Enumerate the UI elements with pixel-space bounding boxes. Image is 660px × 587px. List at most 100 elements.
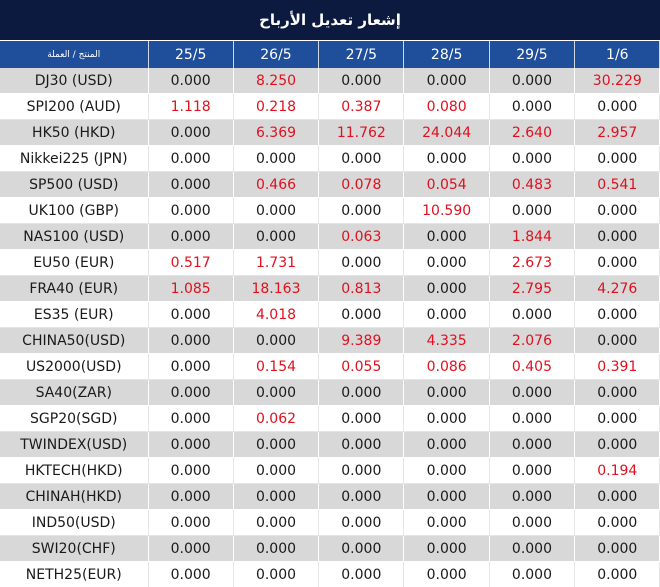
value-cell: 0.054 <box>403 171 490 198</box>
value-cell: 10.590 <box>403 197 490 224</box>
value-cell: 0.000 <box>318 145 405 172</box>
table-row: NETH25(EUR) 0.000 0.000 0.000 0.000 0.000 0.00… <box>0 561 660 587</box>
value-cell: 0.000 <box>233 509 320 536</box>
dividend-table: المنتج / العملة 25/5 26/5 27/5 28/5 29/5… <box>0 41 660 587</box>
value-cell: 0.055 <box>318 353 405 380</box>
value-cell: 0.000 <box>489 535 576 562</box>
product-cell: ES35 (EUR) <box>0 301 149 328</box>
value-cell: 0.000 <box>403 431 490 458</box>
value-cell: 2.957 <box>574 119 660 146</box>
table-row: NAS100 (USD) 0.000 0.000 0.063 0.000 1.844 0.0… <box>0 223 660 250</box>
value-cell: 0.000 <box>233 535 320 562</box>
value-cell: 0.000 <box>318 431 405 458</box>
value-cell: 0.000 <box>489 379 576 406</box>
product-cell: EU50 (EUR) <box>0 249 149 276</box>
value-cell: 0.000 <box>148 431 234 458</box>
date-column-header: 27/5 <box>318 41 405 68</box>
value-cell: 0.000 <box>403 509 490 536</box>
value-cell: 24.044 <box>403 119 490 146</box>
value-cell: 0.000 <box>148 405 234 432</box>
value-cell: 0.541 <box>574 171 660 198</box>
value-cell: 0.391 <box>574 353 660 380</box>
value-cell: 0.000 <box>574 561 660 587</box>
value-cell: 0.154 <box>233 353 320 380</box>
value-cell: 0.086 <box>403 353 490 380</box>
value-cell: 0.517 <box>148 249 234 276</box>
value-cell: 2.673 <box>489 249 576 276</box>
value-cell: 11.762 <box>318 119 405 146</box>
value-cell: 0.000 <box>233 561 320 587</box>
date-column-header: 29/5 <box>489 41 576 68</box>
value-cell: 4.018 <box>233 301 320 328</box>
value-cell: 0.000 <box>148 171 234 198</box>
value-cell: 0.000 <box>318 405 405 432</box>
date-column-header: 1/6 <box>574 41 660 68</box>
value-cell: 0.000 <box>233 483 320 510</box>
value-cell: 0.000 <box>318 379 405 406</box>
table-header-row: المنتج / العملة 25/5 26/5 27/5 28/5 29/5… <box>0 41 660 68</box>
value-cell: 0.000 <box>148 379 234 406</box>
value-cell: 0.000 <box>318 197 405 224</box>
value-cell: 0.000 <box>318 457 405 484</box>
value-cell: 0.000 <box>489 301 576 328</box>
value-cell: 0.000 <box>403 145 490 172</box>
value-cell: 0.000 <box>233 197 320 224</box>
value-cell: 9.389 <box>318 327 405 354</box>
value-cell: 6.369 <box>233 119 320 146</box>
value-cell: 0.000 <box>489 93 576 120</box>
value-cell: 0.000 <box>233 457 320 484</box>
value-cell: 0.000 <box>489 561 576 587</box>
value-cell: 0.000 <box>403 223 490 250</box>
value-cell: 0.000 <box>574 145 660 172</box>
value-cell: 0.000 <box>574 93 660 120</box>
date-column-header: 28/5 <box>403 41 490 68</box>
value-cell: 0.000 <box>574 223 660 250</box>
value-cell: 0.000 <box>574 379 660 406</box>
product-cell: SP500 (USD) <box>0 171 149 198</box>
value-cell: 0.000 <box>148 197 234 224</box>
value-cell: 2.795 <box>489 275 576 302</box>
table-row: DJ30 (USD) 0.000 8.250 0.000 0.000 0.000 30.22… <box>0 68 660 94</box>
value-cell: 0.000 <box>148 457 234 484</box>
date-column-header: 26/5 <box>233 41 320 68</box>
table-row: UK100 (GBP) 0.000 0.000 0.000 10.590 0.000 0.0… <box>0 197 660 224</box>
value-cell: 4.335 <box>403 327 490 354</box>
value-cell: 0.000 <box>148 535 234 562</box>
value-cell: 0.000 <box>489 145 576 172</box>
value-cell: 0.000 <box>148 223 234 250</box>
value-cell: 0.000 <box>233 327 320 354</box>
value-cell: 0.000 <box>489 197 576 224</box>
table-row: IND50(USD) 0.000 0.000 0.000 0.000 0.000 0.000 <box>0 509 660 536</box>
value-cell: 0.483 <box>489 171 576 198</box>
value-cell: 0.078 <box>318 171 405 198</box>
value-cell: 0.000 <box>574 405 660 432</box>
value-cell: 0.000 <box>489 68 576 94</box>
product-cell: SGP20(SGD) <box>0 405 149 432</box>
value-cell: 0.062 <box>233 405 320 432</box>
value-cell: 0.080 <box>403 93 490 120</box>
table-row: HK50 (HKD) 0.000 6.369 11.762 24.044 2.640 2.9… <box>0 119 660 146</box>
value-cell: 0.000 <box>574 301 660 328</box>
value-cell: 0.000 <box>403 275 490 302</box>
value-cell: 18.163 <box>233 275 320 302</box>
value-cell: 0.000 <box>403 379 490 406</box>
value-cell: 0.000 <box>403 457 490 484</box>
value-cell: 0.000 <box>148 119 234 146</box>
table-row: TWINDEX(USD) 0.000 0.000 0.000 0.000 0.000 0.0… <box>0 431 660 458</box>
value-cell: 0.000 <box>574 535 660 562</box>
value-cell: 0.405 <box>489 353 576 380</box>
value-cell: 1.085 <box>148 275 234 302</box>
product-cell: HKTECH(HKD) <box>0 457 149 484</box>
value-cell: 0.000 <box>318 535 405 562</box>
table-row: SGP20(SGD) 0.000 0.062 0.000 0.000 0.000 0.000 <box>0 405 660 432</box>
value-cell: 2.076 <box>489 327 576 354</box>
value-cell: 0.466 <box>233 171 320 198</box>
value-cell: 1.731 <box>233 249 320 276</box>
product-cell: NETH25(EUR) <box>0 561 149 587</box>
value-cell: 0.000 <box>148 145 234 172</box>
product-cell: NAS100 (USD) <box>0 223 149 250</box>
table-body: DJ30 (USD) 0.000 8.250 0.000 0.000 0.000 30.22… <box>0 68 660 587</box>
value-cell: 0.000 <box>148 509 234 536</box>
value-cell: 0.813 <box>318 275 405 302</box>
